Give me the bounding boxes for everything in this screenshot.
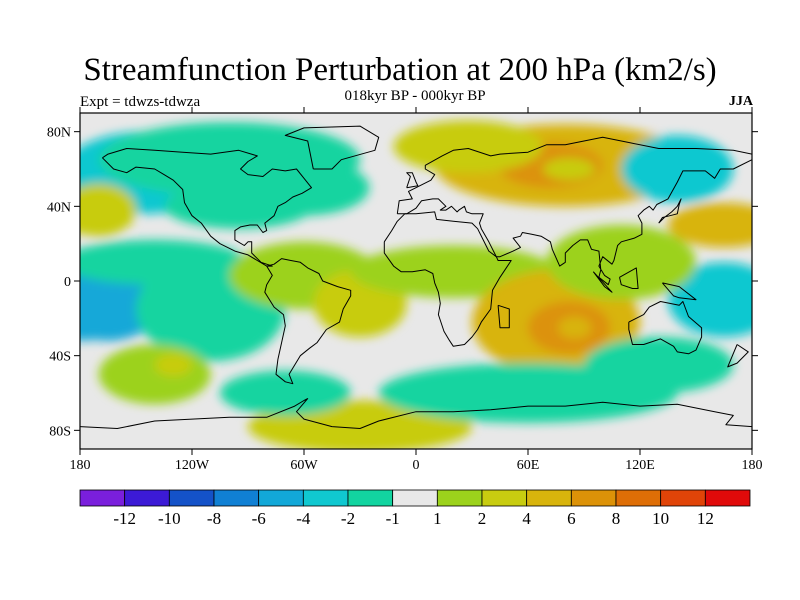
colorbar-label: -2 <box>341 509 355 528</box>
colorbar-label: -12 <box>113 509 136 528</box>
colorbar-label: -6 <box>252 509 266 528</box>
colorbar-label: -8 <box>207 509 221 528</box>
colorbar-label: 8 <box>612 509 621 528</box>
coastline-1 <box>284 125 380 170</box>
colorbar-swatch <box>436 489 483 507</box>
map-title: Streamfunction Perturbation at 200 hPa (… <box>83 52 717 88</box>
colorbar-label: 4 <box>522 509 531 528</box>
field-region-16 <box>80 239 248 285</box>
colorbar-label: 12 <box>697 509 714 528</box>
map-subtitle: 018kyr BP - 000kyr BP <box>344 88 486 104</box>
coastline-11 <box>619 267 639 289</box>
colorbar-swatch <box>481 489 528 507</box>
field-region-26 <box>98 344 211 405</box>
colorbar: -12 -10 -8 -6 -4 -2 -1 1 2 4 6 8 10 12 <box>79 489 751 528</box>
lat-tick-label: 40S <box>49 350 71 365</box>
colorbar-swatch <box>570 489 617 507</box>
colorbar-label: 1 <box>433 509 442 528</box>
lon-tick-label: 180 <box>70 458 91 473</box>
colorbar-label: 6 <box>567 509 576 528</box>
axis-ticks: 80N 40N 0 40S 80S 180 120W 60W 0 60E 120E 180 <box>47 107 763 473</box>
streamfunction-field <box>80 113 752 449</box>
colorbar-swatch <box>704 489 751 507</box>
coastline-2 <box>264 258 352 385</box>
field-region-27 <box>154 353 192 377</box>
colorbar-swatch <box>347 489 394 507</box>
colorbar-swatch <box>79 489 126 507</box>
field-region-7 <box>164 183 314 229</box>
coastline-8 <box>497 304 510 329</box>
lon-tick-label: 60W <box>290 458 318 473</box>
field-region-32 <box>220 370 351 416</box>
coastline-5 <box>406 172 419 189</box>
lon-tick-label: 60E <box>517 458 540 473</box>
colorbar-swatch <box>392 489 438 507</box>
field-region-11 <box>668 202 752 248</box>
colorbar-swatch <box>258 489 304 507</box>
colorbar-swatch <box>526 489 572 507</box>
colorbar-swatch <box>615 489 662 507</box>
coastline-13 <box>727 344 749 368</box>
lat-tick-label: 80S <box>49 424 71 439</box>
colorbar-label: 10 <box>652 509 669 528</box>
field-region-2 <box>542 157 596 181</box>
coastline-3 <box>383 211 512 347</box>
lat-tick-label: 80N <box>47 126 71 141</box>
colorbar-swatch <box>302 489 349 507</box>
lon-tick-label: 180 <box>742 458 763 473</box>
field-region-10 <box>621 135 734 203</box>
coastline-4 <box>396 136 752 286</box>
field-region-25 <box>557 316 592 339</box>
coastline-6 <box>628 301 703 355</box>
lon-tick-label: 120W <box>175 458 210 473</box>
colorbar-label: -1 <box>386 509 400 528</box>
lon-tick-label: 0 <box>413 458 420 473</box>
lon-tick-label: 120E <box>625 458 655 473</box>
colorbar-label: -10 <box>158 509 181 528</box>
field-region-12 <box>714 213 752 237</box>
lat-tick-label: 0 <box>64 275 71 290</box>
field-region-3 <box>393 120 543 173</box>
coastline-9 <box>658 198 682 224</box>
season-label: JJA <box>728 94 753 109</box>
coastline-7 <box>80 398 752 429</box>
colorbar-label: 2 <box>478 509 487 528</box>
field-region-9 <box>80 204 103 235</box>
coastline-0 <box>102 148 312 267</box>
coastlines <box>80 125 752 429</box>
experiment-label: Expt = tdwzs-tdwza <box>80 94 201 110</box>
colorbar-swatch <box>660 489 706 507</box>
field-region-33 <box>546 225 696 300</box>
coastline-12 <box>662 282 697 301</box>
field-region-21 <box>350 295 389 323</box>
coastline-10 <box>592 271 613 293</box>
colorbar-label: -4 <box>296 509 311 528</box>
field-region-14 <box>80 295 122 341</box>
lat-tick-label: 40N <box>47 200 71 215</box>
colorbar-swatch <box>213 489 260 507</box>
colorbar-swatch <box>168 489 215 507</box>
field-region-8 <box>80 183 136 237</box>
field-region-31 <box>584 337 734 393</box>
field-region-18 <box>714 290 752 328</box>
colorbar-swatch <box>124 489 170 507</box>
